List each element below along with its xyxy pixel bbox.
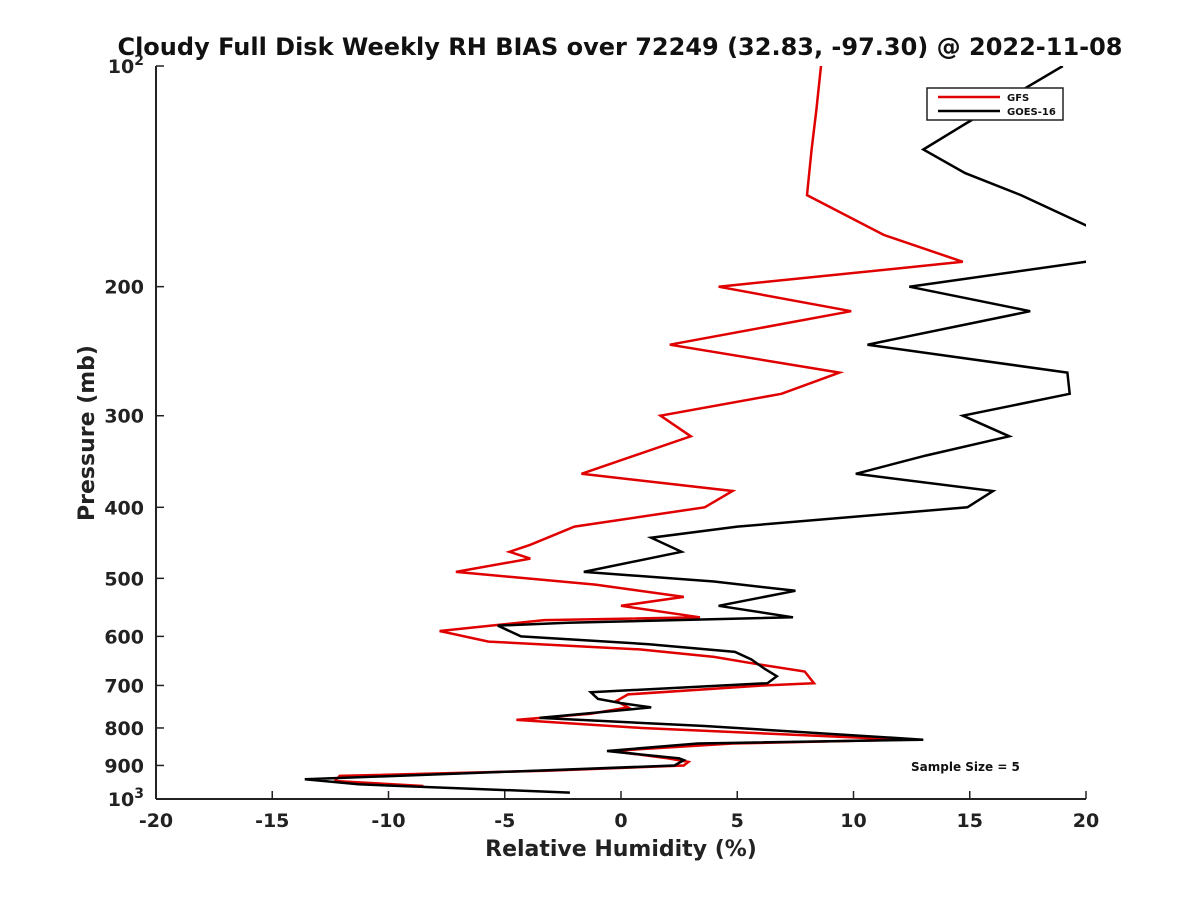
- x-tick-label: 15: [957, 810, 983, 832]
- x-tick-label: 10: [840, 810, 866, 832]
- x-tick-label: 5: [731, 810, 744, 832]
- y-tick-label: 200: [104, 277, 144, 299]
- x-axis-label: Relative Humidity (%): [485, 837, 757, 862]
- y-tick-label: 500: [104, 568, 144, 590]
- y-tick-label: 900: [104, 755, 144, 777]
- y-tick-label: 700: [104, 675, 144, 697]
- sample-size-annotation: Sample Size = 5: [911, 760, 1020, 774]
- y-axis-label: Pressure (mb): [75, 345, 100, 521]
- legend-label-goes16: GOES-16: [1007, 107, 1056, 118]
- plot-area: [156, 66, 1086, 799]
- y-tick-label: 600: [104, 626, 144, 648]
- x-tick-label: 20: [1073, 810, 1099, 832]
- ticks-layer: -20 -15 -10 -5 0 5 10 15 20 102 200 300 400 500 600 700…: [104, 53, 1099, 832]
- y-tick-label: 103: [108, 786, 144, 811]
- y-tick-label: 102: [108, 53, 144, 78]
- series-line-goes16: [304, 66, 1086, 794]
- legend: GFS GOES-16: [926, 87, 1064, 121]
- legend-label-gfs: GFS: [1007, 93, 1029, 104]
- y-tick-label: 800: [104, 718, 144, 740]
- x-tick-label: -15: [255, 810, 289, 832]
- chart-title: Cloudy Full Disk Weekly RH BIAS over 722…: [117, 33, 1122, 61]
- x-tick-label: 0: [614, 810, 627, 832]
- y-tick-label: 400: [104, 497, 144, 519]
- x-tick-label: -5: [494, 810, 515, 832]
- y-tick-label: 300: [104, 406, 144, 428]
- x-tick-label: -20: [139, 810, 173, 832]
- x-tick-label: -10: [371, 810, 405, 832]
- series-layer: [304, 66, 1086, 794]
- legend-box: [926, 87, 1064, 121]
